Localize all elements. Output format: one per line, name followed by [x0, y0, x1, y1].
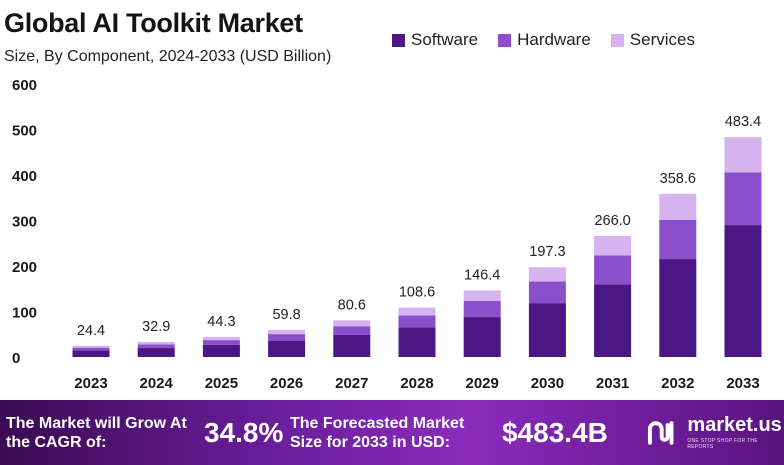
y-tick-label-200: 200	[12, 259, 37, 276]
legend-label-software: Software	[411, 30, 479, 49]
data-label-2028: 108.6	[399, 285, 435, 301]
brand-tagline: ONE STOP SHOP FOR THE REPORTS	[687, 438, 758, 450]
footer-cagr-caption: The Market will Grow At the CAGR of:	[6, 415, 187, 451]
bar-hardware-2024	[137, 344, 175, 349]
x-tick-label-2026: 2026	[270, 375, 303, 392]
footer-forecast-caption: The Forecasted Market Size for 2033 in U…	[290, 415, 465, 451]
bar-software-2026	[268, 340, 306, 357]
market-us-logo-icon	[647, 421, 674, 445]
bar-chart: 0 100 200 300 400 500 600 24.4 2023 32.9 2024 44.3 2…	[12, 77, 762, 392]
bar-software-2032	[659, 259, 697, 357]
brand-name: market.us	[687, 414, 782, 436]
x-tick-label-2028: 2028	[400, 375, 433, 392]
bar-hardware-2031	[594, 255, 632, 285]
legend-item-services: Services	[610, 30, 695, 50]
x-tick-label-2032: 2032	[661, 375, 694, 392]
data-label-2027: 80.6	[338, 297, 366, 313]
footer-forecast-value: $483.4B	[502, 417, 608, 448]
x-tick-label-2030: 2030	[531, 375, 564, 392]
bar-hardware-2033	[724, 172, 762, 226]
bar-services-2033	[724, 137, 762, 173]
x-tick-label-2033: 2033	[726, 375, 759, 392]
bar-services-2024	[137, 342, 175, 345]
legend: Software Hardware Services	[392, 30, 695, 50]
data-label-2031: 266.0	[594, 213, 630, 229]
y-tick-label-600: 600	[12, 77, 37, 94]
footer-cagr-value: 34.8%	[204, 417, 284, 448]
bar-software-2025	[202, 344, 240, 357]
x-tick-label-2024: 2024	[140, 375, 174, 392]
bar-software-2029	[463, 317, 501, 357]
legend-swatch-hardware	[498, 33, 512, 47]
y-tick-label-0: 0	[12, 350, 20, 367]
bar-hardware-2030	[528, 281, 566, 304]
legend-item-software: Software	[392, 30, 478, 50]
bar-services-2032	[659, 193, 697, 220]
bar-software-2027	[333, 334, 371, 357]
legend-label-hardware: Hardware	[517, 30, 591, 49]
bar-software-2023	[72, 350, 110, 357]
bar-software-2031	[594, 284, 632, 357]
bar-hardware-2032	[659, 219, 697, 260]
y-tick-label-400: 400	[12, 168, 37, 185]
bar-hardware-2025	[202, 340, 240, 345]
data-label-2030: 197.3	[529, 244, 565, 260]
x-tick-label-2031: 2031	[596, 375, 629, 392]
bar-hardware-2027	[333, 326, 371, 335]
data-label-2033: 483.4	[725, 114, 761, 130]
y-tick-label-300: 300	[12, 214, 37, 231]
bar-software-2033	[724, 225, 762, 357]
bar-hardware-2023	[72, 347, 110, 351]
y-tick-label-500: 500	[12, 123, 37, 140]
data-label-2029: 146.4	[464, 267, 500, 283]
chart-title: Global AI Toolkit Market	[4, 8, 303, 38]
x-tick-label-2023: 2023	[74, 375, 107, 392]
y-tick-label-100: 100	[12, 305, 37, 322]
bar-software-2024	[137, 348, 175, 357]
data-label-2024: 32.9	[142, 319, 170, 335]
legend-swatch-services	[610, 33, 624, 47]
data-label-2025: 44.3	[207, 314, 235, 330]
data-label-2032: 358.6	[660, 171, 696, 187]
x-tick-label-2025: 2025	[205, 375, 238, 392]
footer-banner: The Market will Grow At the CAGR of: 34.…	[0, 400, 784, 465]
bar-services-2030	[528, 267, 566, 282]
bar-services-2026	[268, 329, 306, 335]
bar-services-2031	[594, 235, 632, 256]
x-tick-label-2027: 2027	[335, 375, 368, 392]
legend-item-hardware: Hardware	[498, 30, 591, 50]
legend-swatch-software	[392, 33, 405, 47]
data-label-2026: 59.8	[272, 307, 300, 323]
bar-software-2028	[398, 327, 436, 357]
bar-software-2030	[528, 303, 566, 357]
brand-logo[interactable]: market.us ONE STOP SHOP FOR THE REPORTS	[646, 414, 784, 450]
bar-services-2023	[72, 345, 110, 348]
bar-services-2029	[463, 290, 501, 302]
bar-services-2028	[398, 307, 436, 316]
legend-label-services: Services	[629, 30, 695, 49]
data-label-2023: 24.4	[77, 323, 105, 339]
bar-hardware-2028	[398, 315, 436, 328]
bar-hardware-2029	[463, 301, 501, 318]
bar-services-2027	[333, 320, 371, 327]
bar-hardware-2026	[268, 334, 306, 341]
bar-services-2025	[202, 336, 240, 341]
chart-subtitle: Size, By Component, 2024-2033 (USD Billi…	[4, 48, 332, 65]
x-tick-label-2029: 2029	[466, 375, 499, 392]
